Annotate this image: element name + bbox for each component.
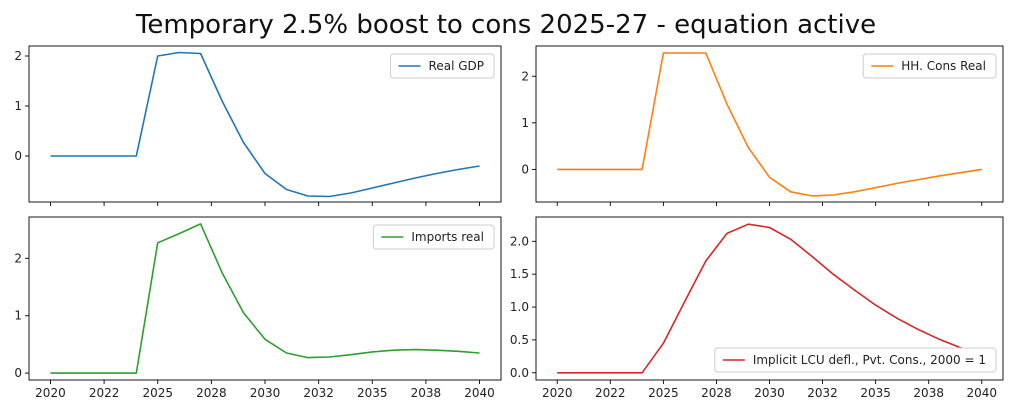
x-tick-label: 2022 <box>595 386 626 400</box>
legend-box <box>390 53 495 79</box>
legend-label: HH. Cons Real <box>901 59 986 73</box>
x-tick-label: 2038 <box>913 386 944 400</box>
x-tick-label: 2020 <box>542 386 573 400</box>
y-tick-label: 2 <box>14 251 22 265</box>
y-tick-label: 0 <box>521 162 529 176</box>
y-tick-label: 2 <box>14 49 22 63</box>
y-tick-label: 2.0 <box>510 234 529 248</box>
y-tick-label: 1 <box>521 116 529 130</box>
y-tick-label: 1 <box>14 309 22 323</box>
chart-title: Temporary 2.5% boost to cons 2025-27 - e… <box>135 10 876 40</box>
legend-box <box>372 224 495 250</box>
series-line <box>557 223 983 374</box>
x-tick-label: 2040 <box>966 386 997 400</box>
x-tick-label: 2032 <box>303 386 334 400</box>
series-line <box>557 52 982 197</box>
legend: Real GDP <box>390 53 495 79</box>
legend: Imports real <box>372 224 495 250</box>
y-tick-label: 1 <box>14 99 22 113</box>
y-tick-label: 1.0 <box>510 300 529 314</box>
x-tick-label: 2022 <box>89 386 120 400</box>
series-line <box>50 51 480 198</box>
legend-box <box>862 53 997 79</box>
x-tick-label: 2030 <box>754 386 785 400</box>
y-tick-label: 0 <box>14 149 22 163</box>
series-line <box>50 223 480 374</box>
panel-bottom-left: 0 1 2 2020 2022 2025 2028 2030 2032 2035 2038 2040 I… <box>14 216 502 400</box>
x-tick-label: 2035 <box>357 386 388 400</box>
legend-box <box>714 347 997 373</box>
legend-label: Imports real <box>411 230 484 244</box>
panel-top-left: 0 1 2 Real GDP <box>14 45 502 206</box>
panel-top-right: 0 1 2 HH. Cons Real <box>521 45 1004 206</box>
legend: HH. Cons Real <box>862 53 997 79</box>
y-tick-label: 0 <box>14 366 22 380</box>
x-tick-label: 2030 <box>250 386 281 400</box>
x-tick-label: 2028 <box>196 386 227 400</box>
y-tick-label: 1.5 <box>510 267 529 281</box>
legend-label: Real GDP <box>429 59 484 73</box>
x-tick-label: 2038 <box>411 386 442 400</box>
y-tick-label: 2 <box>521 69 529 83</box>
panel-bottom-right: 0.0 0.5 1.0 1.5 2.0 2020 2022 2025 2028 2030 2032 2… <box>510 216 1004 400</box>
x-tick-label: 2025 <box>648 386 679 400</box>
x-tick-label: 2032 <box>807 386 838 400</box>
x-tick-label: 2025 <box>142 386 173 400</box>
legend: Implicit LCU defl., Pvt. Cons., 2000 = 1 <box>714 347 997 373</box>
x-tick-label: 2040 <box>464 386 495 400</box>
x-tick-label: 2020 <box>35 386 66 400</box>
legend-label: Implicit LCU defl., Pvt. Cons., 2000 = 1 <box>753 353 986 367</box>
y-tick-label: 0.0 <box>510 366 529 380</box>
y-tick-label: 0.5 <box>510 333 529 347</box>
x-tick-label: 2028 <box>701 386 732 400</box>
x-tick-label: 2035 <box>860 386 891 400</box>
